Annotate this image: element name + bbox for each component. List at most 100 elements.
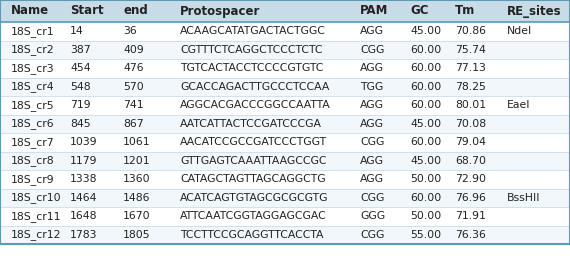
Text: ATTCAATCGGTAGGAGCGAC: ATTCAATCGGTAGGAGCGAC (180, 211, 327, 221)
Text: 409: 409 (123, 45, 144, 55)
Text: 60.00: 60.00 (410, 45, 441, 55)
Text: 1061: 1061 (123, 137, 150, 147)
Text: 741: 741 (123, 100, 144, 110)
Text: 548: 548 (70, 82, 91, 92)
Text: 80.01: 80.01 (455, 100, 486, 110)
Text: CGG: CGG (360, 45, 384, 55)
Text: 45.00: 45.00 (410, 119, 441, 129)
Text: AGG: AGG (360, 63, 384, 73)
Text: 18S_cr7: 18S_cr7 (11, 137, 55, 148)
Text: 845: 845 (70, 119, 91, 129)
Text: 867: 867 (123, 119, 144, 129)
Text: BssHII: BssHII (507, 193, 540, 203)
Text: CATAGCTAGTTAGCAGGCTG: CATAGCTAGTTAGCAGGCTG (180, 174, 325, 184)
Text: 1670: 1670 (123, 211, 150, 221)
Text: 18S_cr4: 18S_cr4 (11, 81, 55, 92)
Text: 45.00: 45.00 (410, 26, 441, 36)
Text: 18S_cr8: 18S_cr8 (11, 155, 55, 166)
Text: AGG: AGG (360, 26, 384, 36)
Text: CGG: CGG (360, 230, 384, 240)
Bar (0, 115, 570, 133)
Bar (0, 40, 570, 59)
Text: 75.74: 75.74 (455, 45, 486, 55)
Text: GCACCAGACTTGCCCTCCAA: GCACCAGACTTGCCCTCCAA (180, 82, 329, 92)
Bar (0, 151, 570, 170)
Text: TGG: TGG (360, 82, 383, 92)
Bar (0, 133, 570, 151)
Text: 76.36: 76.36 (455, 230, 486, 240)
Text: 71.91: 71.91 (455, 211, 486, 221)
Text: 476: 476 (123, 63, 144, 73)
Text: 14: 14 (70, 26, 84, 36)
Text: 70.08: 70.08 (455, 119, 486, 129)
Text: 1648: 1648 (70, 211, 97, 221)
Text: AACATCCGCCGATCCCTGGT: AACATCCGCCGATCCCTGGT (180, 137, 327, 147)
Text: AGG: AGG (360, 100, 384, 110)
Text: 78.25: 78.25 (455, 82, 486, 92)
Text: 72.90: 72.90 (455, 174, 486, 184)
Text: 1179: 1179 (70, 156, 97, 166)
Text: AGG: AGG (360, 119, 384, 129)
Text: 1338: 1338 (70, 174, 97, 184)
Text: 79.04: 79.04 (455, 137, 486, 147)
Text: CGG: CGG (360, 193, 384, 203)
Text: ACAAGCATATGACTACTGGC: ACAAGCATATGACTACTGGC (180, 26, 326, 36)
Text: 18S_cr12: 18S_cr12 (11, 229, 62, 240)
Text: AGG: AGG (360, 156, 384, 166)
Text: Protospacer: Protospacer (180, 4, 260, 17)
Text: 60.00: 60.00 (410, 63, 441, 73)
Text: 50.00: 50.00 (410, 174, 441, 184)
Bar (0, 59, 570, 78)
Text: 387: 387 (70, 45, 91, 55)
Text: 50.00: 50.00 (410, 211, 441, 221)
Text: 60.00: 60.00 (410, 193, 441, 203)
Text: 60.00: 60.00 (410, 82, 441, 92)
Text: RE_sites: RE_sites (507, 4, 561, 17)
Text: GTTGAGTCAAATTAAGCCGC: GTTGAGTCAAATTAAGCCGC (180, 156, 327, 166)
Text: end: end (123, 4, 148, 17)
Bar (0, 96, 570, 115)
Text: AGGCACGACCCGGCCAATTA: AGGCACGACCCGGCCAATTA (180, 100, 331, 110)
Text: 1783: 1783 (70, 230, 97, 240)
Text: 1464: 1464 (70, 193, 97, 203)
Text: 70.86: 70.86 (455, 26, 486, 36)
Text: 1201: 1201 (123, 156, 150, 166)
Bar (0, 188, 570, 207)
Text: 18S_cr11: 18S_cr11 (11, 211, 62, 222)
Text: 76.96: 76.96 (455, 193, 486, 203)
Text: 18S_cr1: 18S_cr1 (11, 26, 55, 37)
Text: 60.00: 60.00 (410, 137, 441, 147)
Text: CGTTTCTCAGGCTCCCTCTC: CGTTTCTCAGGCTCCCTCTC (180, 45, 323, 55)
Text: 454: 454 (70, 63, 91, 73)
Text: 1360: 1360 (123, 174, 150, 184)
Text: 18S_cr3: 18S_cr3 (11, 63, 55, 74)
Text: AGG: AGG (360, 174, 384, 184)
Text: 1486: 1486 (123, 193, 150, 203)
Text: 36: 36 (123, 26, 137, 36)
Text: 68.70: 68.70 (455, 156, 486, 166)
Text: Name: Name (11, 4, 49, 17)
Text: 570: 570 (123, 82, 144, 92)
Text: 719: 719 (70, 100, 91, 110)
Bar (0, 22, 570, 40)
Text: TGTCACTACCTCCCCGTGTC: TGTCACTACCTCCCCGTGTC (180, 63, 323, 73)
Bar (0, 226, 570, 244)
Text: GC: GC (410, 4, 429, 17)
Text: 1805: 1805 (123, 230, 150, 240)
Text: 60.00: 60.00 (410, 100, 441, 110)
Text: AATCATTACTCCGATCCCGA: AATCATTACTCCGATCCCGA (180, 119, 322, 129)
Text: 18S_cr10: 18S_cr10 (11, 192, 62, 203)
Text: 77.13: 77.13 (455, 63, 486, 73)
Text: 1039: 1039 (70, 137, 97, 147)
Text: 18S_cr5: 18S_cr5 (11, 100, 55, 111)
Text: CGG: CGG (360, 137, 384, 147)
Text: 18S_cr2: 18S_cr2 (11, 44, 55, 55)
Text: NdeI: NdeI (507, 26, 532, 36)
Text: 45.00: 45.00 (410, 156, 441, 166)
Text: Tm: Tm (455, 4, 475, 17)
Bar (0, 207, 570, 226)
Bar (0, 0, 570, 22)
Text: 18S_cr9: 18S_cr9 (11, 174, 55, 185)
Text: ACATCAGTGTAGCGCGCGTG: ACATCAGTGTAGCGCGCGTG (180, 193, 328, 203)
Text: 18S_cr6: 18S_cr6 (11, 118, 55, 129)
